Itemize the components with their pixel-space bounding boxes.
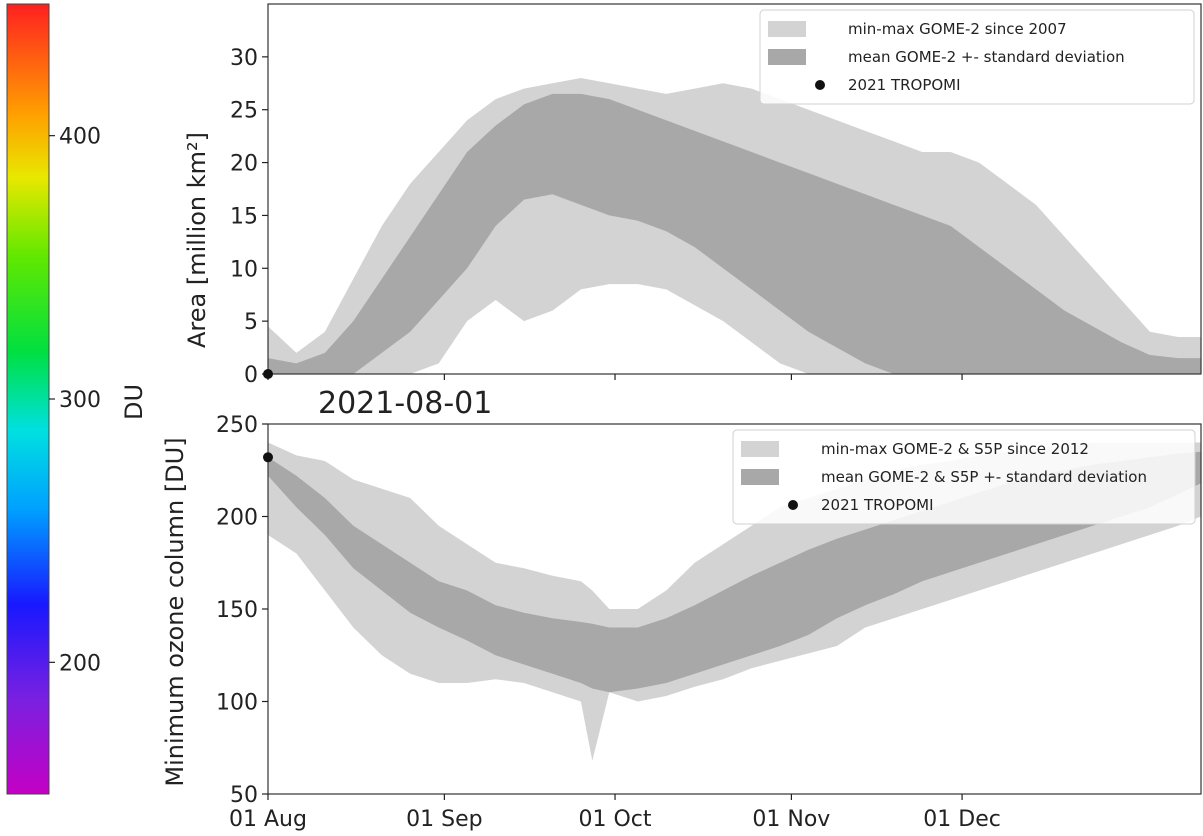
x-tick-label: 01 Oct [579, 807, 652, 832]
area-bands [268, 78, 1201, 375]
area-y-tick-label: 5 [244, 310, 258, 335]
ozone-legend-swatch [741, 441, 779, 457]
area-y-axis-label: Area [million km²] [183, 132, 211, 348]
x-tick-label: 01 Sep [406, 807, 482, 832]
ozone-panel: Minimum ozone column [DU] 50 100 150 200 250… [161, 413, 1202, 832]
x-tick-label: 01 Aug [229, 807, 307, 832]
colorbar-tick-label: 300 [59, 388, 101, 413]
area-tropomi-point [263, 369, 273, 379]
x-tick-label: 01 Nov [752, 807, 830, 832]
area-y-tick-label: 25 [230, 99, 258, 124]
area-legend-label: mean GOME-2 +- standard deviation [848, 48, 1125, 66]
ozone-y-tick-label: 150 [216, 598, 258, 623]
ozone-y-tick-label: 50 [230, 783, 258, 808]
ozone-legend-label: mean GOME-2 & S5P +- standard deviation [821, 468, 1147, 486]
area-legend-swatch [768, 49, 806, 65]
ozone-y-tick-label: 250 [216, 413, 258, 438]
area-y-tick-label: 15 [230, 204, 258, 229]
colorbar-ticks: 200 300 400 [49, 125, 101, 676]
area-y-tick-label: 0 [244, 363, 258, 388]
area-legend-label: 2021 TROPOMI [848, 76, 961, 94]
date-stamp: 2021-08-01 [318, 386, 492, 421]
colorbar-tick-label: 400 [59, 125, 101, 150]
area-legend-frame [759, 9, 1195, 105]
area-legend: min-max GOME-2 since 2007 mean GOME-2 +- … [759, 9, 1195, 105]
area-panel: Area [million km²] 0 5 10 15 20 25 30 min-max G… [183, 3, 1202, 388]
area-y-tick-label: 20 [230, 152, 258, 177]
area-plot-frame [267, 3, 1202, 375]
area-std-band [268, 93, 1201, 375]
ozone-y-tick-label: 100 [216, 691, 258, 716]
ozone-legend-frame [732, 429, 1196, 525]
area-legend-swatch [768, 21, 806, 37]
ozone-y-axis-label: Minimum ozone column [DU] [161, 437, 189, 786]
colorbar-gradient [6, 3, 50, 795]
area-legend-point-swatch [815, 80, 825, 90]
ozone-tropomi-point [263, 452, 273, 463]
x-tick-label: 01 Dec [923, 807, 1001, 832]
ozone-legend-swatch [741, 469, 779, 485]
area-y-tick-label: 10 [230, 257, 258, 282]
area-legend-label: min-max GOME-2 since 2007 [848, 20, 1067, 38]
ozone-y-tick-label: 200 [216, 506, 258, 531]
ozone-legend-label: 2021 TROPOMI [821, 496, 934, 514]
colorbar: 200 300 400 DU [6, 3, 148, 795]
ozone-legend-label: min-max GOME-2 & S5P since 2012 [821, 440, 1089, 458]
ozone-legend-point-swatch [788, 500, 798, 510]
colorbar-tick-label: 200 [59, 651, 101, 676]
ozone-legend: min-max GOME-2 & S5P since 2012 mean GOME… [732, 429, 1196, 525]
area-y-tick-label: 30 [230, 46, 258, 71]
colorbar-label: DU [120, 384, 148, 420]
